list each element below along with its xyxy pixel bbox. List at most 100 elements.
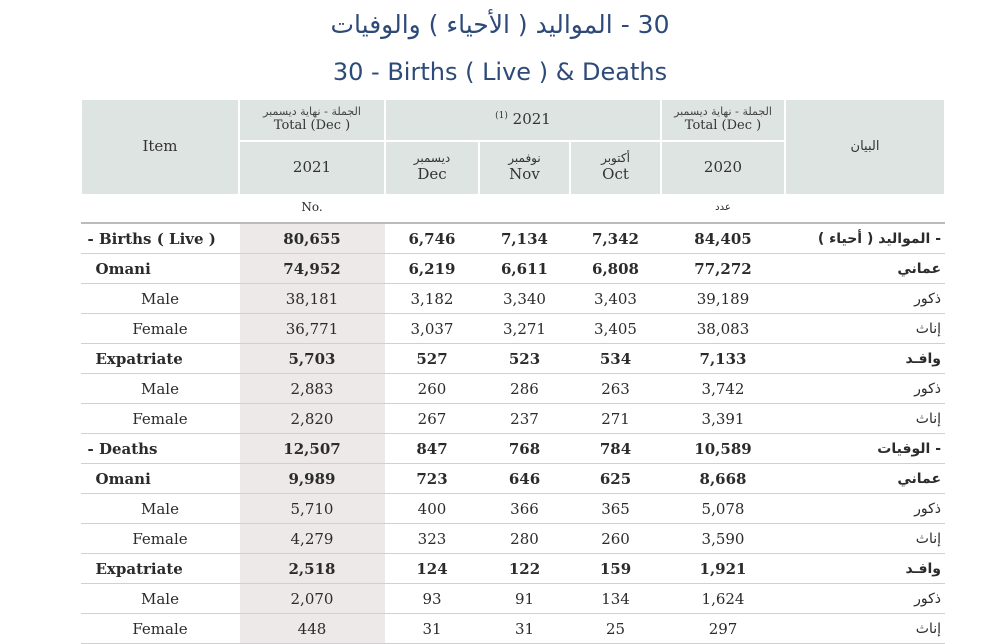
- value-dec: 3,037: [384, 313, 479, 344]
- table-row: Female 2,820 267 237 271 3,391 إناث: [80, 403, 946, 434]
- value-oct: 365: [569, 493, 662, 524]
- row-label-arabic: - المواليد ( أحياء ): [784, 222, 946, 254]
- row-label-arabic: عماني: [784, 463, 946, 494]
- header-total-2021: الجملة - نهاية ديسمبر Total (Dec ): [238, 98, 386, 142]
- row-label-arabic: ذكور: [784, 493, 946, 524]
- value-nov: 122: [478, 553, 570, 584]
- value-nov: 366: [478, 493, 570, 524]
- value-oct: 7,342: [569, 222, 662, 254]
- value-dec: 323: [384, 523, 479, 554]
- row-label: - Deaths: [80, 433, 239, 464]
- value-oct: 25: [569, 613, 662, 644]
- row-label: Expatriate: [80, 343, 239, 374]
- row-label-arabic: - الوفيات: [784, 433, 946, 464]
- table-row: Male 5,710 400 366 365 5,078 ذكور: [80, 493, 946, 524]
- value-total-2021: 2,883: [238, 373, 385, 404]
- value-total-2021: 448: [238, 613, 385, 644]
- row-label: Female: [80, 613, 239, 644]
- value-total-2020: 3,590: [660, 523, 786, 554]
- value-nov: 3,271: [478, 313, 570, 344]
- value-dec: 6,746: [384, 222, 479, 254]
- value-dec: 3,182: [384, 283, 479, 314]
- header-month-dec: ديسمبر Dec: [384, 140, 480, 196]
- table-row: - Births ( Live ) 80,655 6,746 7,134 7,342 84…: [80, 222, 946, 254]
- value-total-2020: 7,133: [660, 343, 786, 374]
- row-label-arabic: ذكور: [784, 373, 946, 404]
- value-total-2020: 38,083: [660, 313, 786, 344]
- value-nov: 768: [478, 433, 570, 464]
- value-oct: 134: [569, 583, 662, 614]
- value-total-2020: 3,742: [660, 373, 786, 404]
- value-dec: 93: [384, 583, 479, 614]
- table-row: Male 2,883 260 286 263 3,742 ذكور: [80, 373, 946, 404]
- table-row: Male 38,181 3,182 3,340 3,403 39,189 ذكور: [80, 283, 946, 314]
- value-total-2021: 9,989: [238, 463, 385, 494]
- value-dec: 400: [384, 493, 479, 524]
- value-total-2021: 5,703: [238, 343, 385, 374]
- value-oct: 260: [569, 523, 662, 554]
- value-nov: 280: [478, 523, 570, 554]
- header-total-2020: الجملة - نهاية ديسمبر Total (Dec ): [660, 98, 787, 142]
- value-total-2021: 38,181: [238, 283, 385, 314]
- value-total-2020: 77,272: [660, 253, 786, 284]
- header-item: Item: [80, 98, 240, 196]
- value-oct: 159: [569, 553, 662, 584]
- header-month-oct: أكتوبر Oct: [568, 140, 663, 196]
- value-dec: 267: [384, 403, 479, 434]
- value-oct: 3,403: [569, 283, 662, 314]
- value-dec: 723: [384, 463, 479, 494]
- value-nov: 237: [478, 403, 570, 434]
- value-total-2021: 2,518: [238, 553, 385, 584]
- value-oct: 263: [569, 373, 662, 404]
- header-arabic-item: البيان: [784, 98, 947, 196]
- table-row: Female 448 31 31 25 297 إناث: [80, 613, 946, 644]
- value-total-2021: 4,279: [238, 523, 385, 554]
- row-label: Omani: [80, 253, 239, 284]
- table-row: Omani 74,952 6,219 6,611 6,808 77,272 عماني: [80, 253, 946, 284]
- value-total-2021: 2,820: [238, 403, 385, 434]
- value-oct: 271: [569, 403, 662, 434]
- row-label: Female: [80, 313, 239, 344]
- unit-label-en: No.: [239, 195, 385, 218]
- value-nov: 646: [478, 463, 570, 494]
- row-label: Male: [80, 583, 239, 614]
- value-dec: 31: [384, 613, 479, 644]
- row-label-arabic: إناث: [784, 523, 946, 554]
- value-nov: 3,340: [478, 283, 570, 314]
- value-nov: 7,134: [478, 222, 570, 254]
- row-label-arabic: إناث: [784, 613, 946, 644]
- row-label: Female: [80, 403, 239, 434]
- value-dec: 847: [384, 433, 479, 464]
- table-row: Expatriate 5,703 527 523 534 7,133 وافـد: [80, 343, 946, 374]
- value-total-2021: 36,771: [238, 313, 385, 344]
- value-total-2021: 5,710: [238, 493, 385, 524]
- value-nov: 31: [478, 613, 570, 644]
- row-label: - Births ( Live ): [80, 222, 239, 254]
- value-total-2020: 10,589: [660, 433, 786, 464]
- row-label: Omani: [80, 463, 239, 494]
- value-total-2020: 1,921: [660, 553, 786, 584]
- row-label: Male: [80, 493, 239, 524]
- value-total-2021: 74,952: [238, 253, 385, 284]
- value-total-2020: 39,189: [660, 283, 786, 314]
- row-label-arabic: ذكور: [784, 583, 946, 614]
- table-row: Female 36,771 3,037 3,271 3,405 38,083 إناث: [80, 313, 946, 344]
- value-total-2021: 12,507: [238, 433, 385, 464]
- births-deaths-table: Item الجملة - نهاية ديسمبر Total (Dec ) …: [80, 98, 947, 644]
- page-title-arabic: 30 - المواليد ( الأحياء ) والوفيات: [330, 10, 670, 39]
- row-label-arabic: إناث: [784, 313, 946, 344]
- row-label-arabic: إناث: [784, 403, 946, 434]
- value-oct: 3,405: [569, 313, 662, 344]
- value-oct: 784: [569, 433, 662, 464]
- value-total-2020: 1,624: [660, 583, 786, 614]
- table-row: Male 2,070 93 91 134 1,624 ذكور: [80, 583, 946, 614]
- value-total-2021: 2,070: [238, 583, 385, 614]
- value-total-2020: 3,391: [660, 403, 786, 434]
- value-dec: 527: [384, 343, 479, 374]
- header-year-2021: 2021: [238, 140, 386, 196]
- value-oct: 534: [569, 343, 662, 374]
- table-row: Expatriate 2,518 124 122 159 1,921 وافـد: [80, 553, 946, 584]
- value-total-2021: 80,655: [238, 222, 385, 254]
- value-nov: 286: [478, 373, 570, 404]
- row-label: Expatriate: [80, 553, 239, 584]
